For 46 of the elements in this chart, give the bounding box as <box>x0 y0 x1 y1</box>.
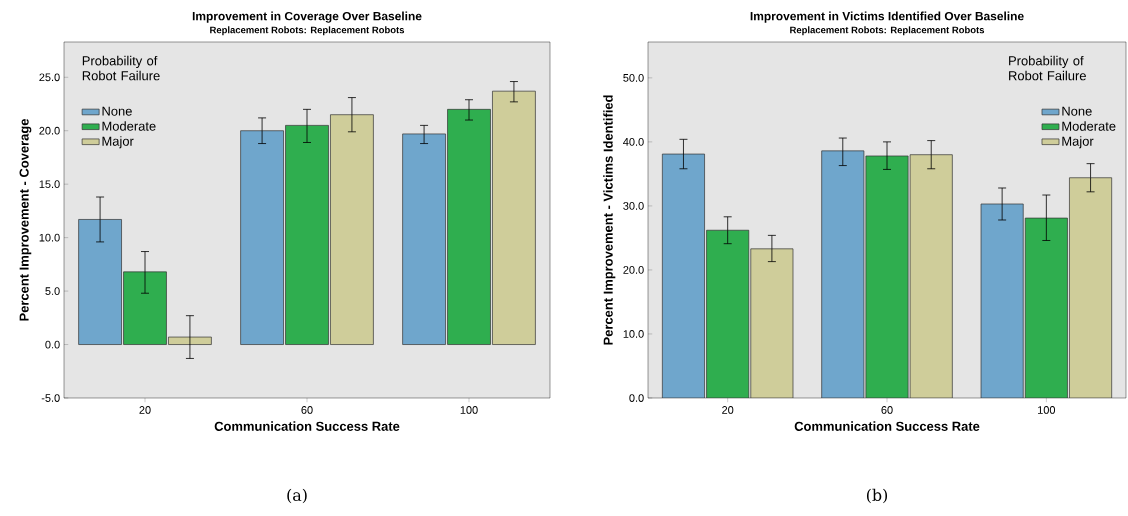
y-tick-label: 25.0 <box>39 73 60 82</box>
chart-subtitle: Replacement Robots: Replacement Robots <box>790 26 985 36</box>
chart-subtitle: Replacement Robots: Replacement Robots <box>210 26 405 36</box>
y-tick-label: 5.0 <box>45 287 60 295</box>
legend-title: Probability of Robot Failure <box>82 55 160 81</box>
text: (b) <box>866 488 888 504</box>
bar <box>821 150 864 398</box>
y-tick-label: 50.0 <box>623 73 644 82</box>
y-tick-label: 15.0 <box>39 180 60 189</box>
x-tick-label: 60 <box>881 406 893 414</box>
bar <box>750 248 794 398</box>
legend-label: Moderate <box>1062 121 1116 131</box>
text: (a) <box>287 488 307 504</box>
legend-label: Moderate <box>102 121 156 131</box>
y-axis-title: Percent Improvement - Victims Identified <box>603 95 616 345</box>
x-tick-label: 20 <box>722 406 734 414</box>
y-tick-label: -5.0 <box>41 394 60 402</box>
bar <box>865 155 909 398</box>
legend-label: Major <box>102 136 134 149</box>
y-tick-label: 0.0 <box>45 340 60 349</box>
bar <box>910 154 953 398</box>
x-tick-label: 100 <box>460 406 478 414</box>
y-tick-label: 10.0 <box>623 330 644 338</box>
bar <box>662 153 705 398</box>
x-tick-label: 20 <box>139 406 151 414</box>
y-tick-label: 40.0 <box>623 138 644 146</box>
y-tick-label: 0.0 <box>629 394 644 402</box>
y-tick-label: 10.0 <box>39 233 60 242</box>
legend-label: None <box>102 106 132 116</box>
legend-label: Major <box>1062 136 1094 149</box>
bar <box>980 203 1024 398</box>
chart-title: Improvement in Victims Identified Over Baseline <box>750 11 1024 23</box>
y-tick-label: 20.0 <box>623 266 644 274</box>
legend-title: Probability of Robot Failure <box>1009 55 1086 81</box>
bar <box>1024 217 1068 398</box>
bar <box>1069 177 1113 398</box>
chart-title: Improvement in Coverage Over Baseline <box>192 11 422 23</box>
x-tick-label: 100 <box>1038 406 1056 414</box>
y-axis-title: Percent Improvement - Coverage <box>19 118 32 321</box>
x-axis-title: Communication Success Rate <box>794 421 980 431</box>
legend-label: None <box>1062 106 1092 116</box>
y-tick-label: 20.0 <box>39 126 60 135</box>
y-tick-label: 30.0 <box>623 202 644 210</box>
x-axis-title: Communication Success Rate <box>214 421 400 431</box>
x-tick-label: 60 <box>301 406 313 414</box>
bar <box>706 229 750 398</box>
